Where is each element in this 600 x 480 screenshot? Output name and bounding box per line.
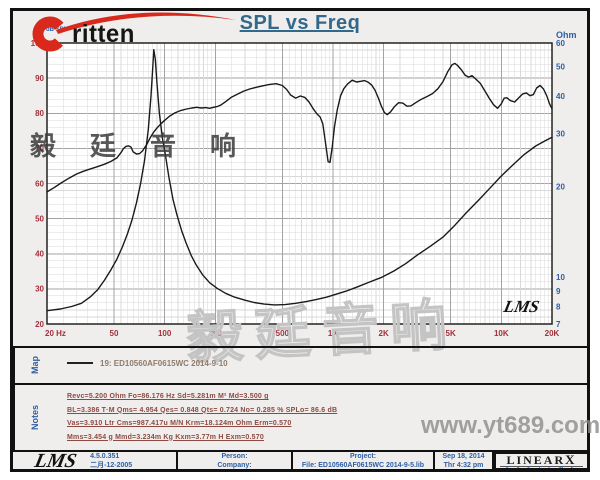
svg-text:2K: 2K (379, 329, 389, 338)
legend-entry: 19: ED10560AF0615WC 2014-9-10 (67, 359, 228, 368)
svg-text:200: 200 (209, 329, 223, 338)
svg-text:80: 80 (35, 109, 44, 118)
notes-line-revc: Revc=5.200 Ohm Fo=86.176 Hz Sd=5.281m M²… (67, 393, 269, 400)
file-name: File: ED10560AF0615WC 2014-9-5.lib (301, 461, 425, 469)
svg-text:7: 7 (556, 320, 561, 329)
report-date: Sep 18, 2014 (442, 453, 485, 460)
svg-text:40: 40 (35, 250, 44, 259)
company-label: Company: (217, 461, 252, 469)
svg-text:50: 50 (110, 329, 119, 338)
notes-section-label: Notes (13, 385, 55, 450)
svg-text:30: 30 (556, 129, 565, 138)
project-label: Project: (349, 453, 377, 460)
notes-line-mms: Mms=3.454 g Mmd=3.234m Kg Kxm=3.77m H Ex… (67, 433, 264, 441)
map-section: Map 19: ED10560AF0615WC 2014-9-10 (13, 346, 587, 383)
right-axis-unit-label: Ohm (556, 30, 577, 40)
svg-text:20 Hz: 20 Hz (45, 329, 66, 338)
svg-text:90: 90 (35, 74, 44, 83)
footer-lms-cell: LMS 4.5.0.351 二月-12-2005 (13, 452, 178, 470)
svg-text:50: 50 (35, 214, 44, 223)
footer-date-cell: Sep 18, 2014 Thr 4:32 pm (435, 452, 494, 470)
brand-name: ritten (72, 20, 135, 48)
footer-person-cell: Person: Company: (178, 452, 293, 470)
app-build-date: 二月-12-2005 (90, 461, 133, 469)
svg-text:10K: 10K (494, 329, 509, 338)
svg-text:70: 70 (35, 144, 44, 153)
linearx-logo: LINEARX S Y S T E M S (494, 452, 587, 470)
lms-logo-footer: LMS (32, 452, 79, 470)
svg-text:1K: 1K (328, 329, 338, 338)
brand-swoosh-icon (32, 12, 236, 52)
map-section-label: Map (13, 348, 55, 383)
lms-logo-in-plot: LMS (502, 297, 542, 316)
svg-text:10: 10 (556, 273, 565, 282)
brand-cjk-text: 毅廷音响 (30, 131, 271, 161)
svg-text:100: 100 (158, 329, 172, 338)
notes-line-bl: BL=3.386 T·M Qms= 4.954 Qes= 0.848 Qts= … (67, 406, 338, 414)
svg-text:60: 60 (35, 179, 44, 188)
notes-content: Revc=5.200 Ohm Fo=86.176 Hz Sd=5.281m M²… (55, 385, 587, 450)
svg-text:20: 20 (35, 320, 44, 329)
person-label: Person: (221, 453, 248, 460)
report-time: Thr 4:32 pm (443, 461, 484, 469)
svg-text:40: 40 (556, 92, 565, 101)
site-watermark: www.yt689.com (421, 412, 600, 439)
svg-text:50: 50 (556, 63, 565, 72)
footer-project-cell: Project: File: ED10560AF0615WC 2014-9-5.… (293, 452, 435, 470)
linearx-wordmark: LINEARX (506, 452, 577, 467)
svg-text:20K: 20K (545, 329, 560, 338)
svg-text:500: 500 (276, 329, 290, 338)
svg-text:60: 60 (556, 39, 565, 48)
page-title: SPL vs Freq (239, 12, 361, 34)
linearx-systems-text: S Y S T E M S (500, 466, 583, 468)
app-version: 4.5.0.351 (90, 453, 120, 460)
brand-logo: ritten (20, 8, 240, 54)
svg-text:30: 30 (35, 285, 44, 294)
legend-line-sample (67, 362, 93, 364)
notes-section: Notes Revc=5.200 Ohm Fo=86.176 Hz Sd=5.2… (13, 383, 587, 450)
notes-line-vas: Vas=3.910 Ltr Cms=987.417u M/N Krm=18.12… (67, 420, 292, 427)
linearx-x: X (565, 452, 577, 467)
footer-bar: LMS 4.5.0.351 二月-12-2005 Person: Company… (13, 450, 587, 470)
svg-text:9: 9 (556, 287, 561, 296)
svg-text:5K: 5K (446, 329, 456, 338)
legend-text: 19: ED10560AF0615WC 2014-9-10 (100, 359, 228, 368)
footer-version-block: 4.5.0.351 二月-12-2005 (90, 453, 132, 470)
svg-text:8: 8 (556, 302, 561, 311)
svg-text:20: 20 (556, 182, 565, 191)
map-content: 19: ED10560AF0615WC 2014-9-10 (55, 348, 587, 383)
center-watermark: 毅廷音响 (185, 293, 460, 370)
